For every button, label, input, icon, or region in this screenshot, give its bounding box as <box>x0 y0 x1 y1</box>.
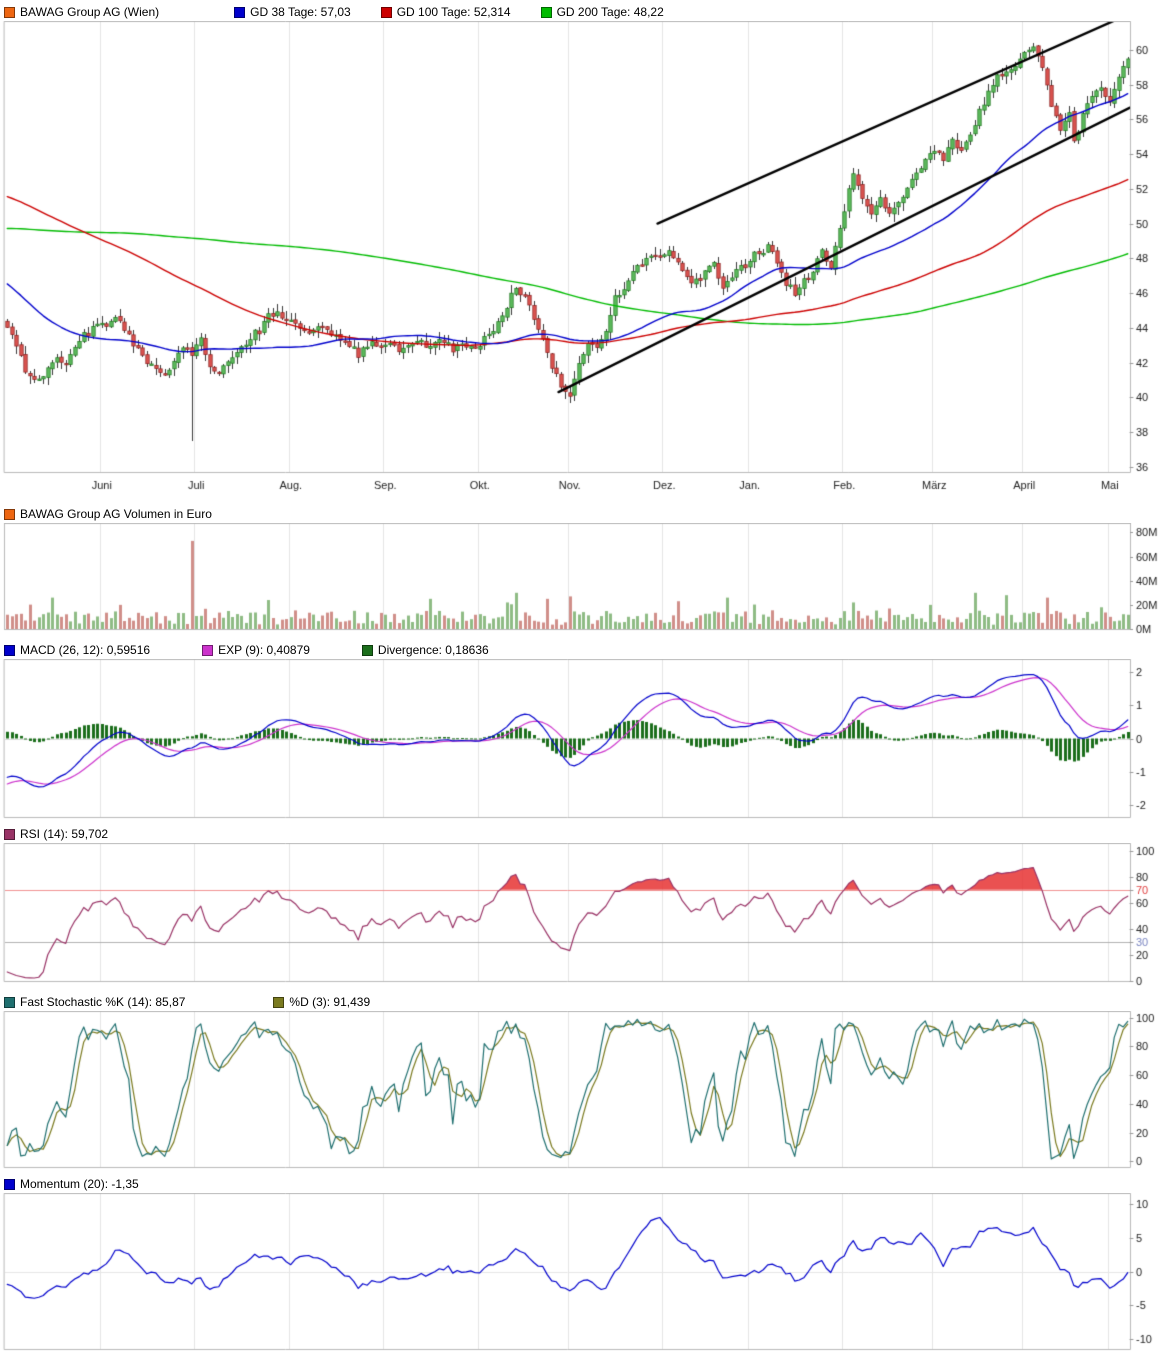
gd38-label: GD 38 Tage: 57,03 <box>250 5 351 19</box>
legend-item-rsi: RSI (14): 59,702 <box>4 826 108 843</box>
legend-item-exp: EXP (9): 0,40879 <box>202 642 310 659</box>
rsi-chart-canvas <box>0 843 1175 987</box>
momentum-label: Momentum (20): -1,35 <box>20 1177 139 1191</box>
momentum-panel: Momentum (20): -1,35 <box>0 1176 1175 1351</box>
gd200-color-swatch <box>540 7 552 18</box>
gd100-label: GD 100 Tage: 52,314 <box>396 5 511 19</box>
stochastic-legend: Fast Stochastic %K (14): 85,87 %D (3): 9… <box>0 994 1175 1011</box>
volume-label: BAWAG Group AG Volumen in Euro <box>20 507 212 521</box>
exp-color-swatch <box>202 645 214 656</box>
gd38-color-swatch <box>234 7 246 18</box>
macd-label: MACD (26, 12): 0,59516 <box>20 643 151 657</box>
legend-item-stoch-k: Fast Stochastic %K (14): 85,87 <box>4 994 185 1011</box>
legend-item-momentum: Momentum (20): -1,35 <box>4 1176 139 1193</box>
volume-legend: BAWAG Group AG Volumen in Euro <box>0 506 1175 523</box>
divergence-label: Divergence: 0,18636 <box>377 643 489 657</box>
macd-panel: MACD (26, 12): 0,59516 EXP (9): 0,40879 … <box>0 642 1175 819</box>
gd100-color-swatch <box>380 7 392 18</box>
macd-chart-canvas <box>0 659 1175 819</box>
divergence-color-swatch <box>361 645 373 656</box>
price-panel: BAWAG Group AG (Wien) GD 38 Tage: 57,03 … <box>0 4 1175 499</box>
rsi-legend: RSI (14): 59,702 <box>0 826 1175 843</box>
legend-item-stoch-d: %D (3): 91,439 <box>273 994 370 1011</box>
rsi-panel: RSI (14): 59,702 <box>0 826 1175 987</box>
price-chart-canvas <box>0 21 1175 499</box>
gd200-label: GD 200 Tage: 48,22 <box>556 5 664 19</box>
legend-item-gd100: GD 100 Tage: 52,314 <box>380 4 511 21</box>
instrument-label: BAWAG Group AG (Wien) <box>20 5 160 19</box>
stoch-k-color-swatch <box>4 997 15 1008</box>
legend-item-divergence: Divergence: 0,18636 <box>361 642 489 659</box>
macd-legend: MACD (26, 12): 0,59516 EXP (9): 0,40879 … <box>0 642 1175 659</box>
volume-color-swatch <box>4 509 15 520</box>
stoch-k-label: Fast Stochastic %K (14): 85,87 <box>20 995 186 1009</box>
stoch-d-label: %D (3): 91,439 <box>289 995 371 1009</box>
stochastic-panel: Fast Stochastic %K (14): 85,87 %D (3): 9… <box>0 994 1175 1169</box>
legend-item-volume: BAWAG Group AG Volumen in Euro <box>4 506 212 523</box>
legend-item-gd200: GD 200 Tage: 48,22 <box>540 4 664 21</box>
stochastic-chart-canvas <box>0 1011 1175 1169</box>
momentum-chart-canvas <box>0 1193 1175 1351</box>
price-legend: BAWAG Group AG (Wien) GD 38 Tage: 57,03 … <box>0 4 1175 21</box>
instrument-color-swatch <box>4 7 15 18</box>
momentum-color-swatch <box>4 1179 15 1190</box>
legend-item-instrument: BAWAG Group AG (Wien) <box>4 4 159 21</box>
momentum-legend: Momentum (20): -1,35 <box>0 1176 1175 1193</box>
rsi-label: RSI (14): 59,702 <box>20 827 109 841</box>
stoch-d-color-swatch <box>273 997 285 1008</box>
exp-label: EXP (9): 0,40879 <box>218 643 310 657</box>
volume-chart-canvas <box>0 523 1175 635</box>
rsi-color-swatch <box>4 829 15 840</box>
legend-item-macd: MACD (26, 12): 0,59516 <box>4 642 150 659</box>
macd-color-swatch <box>4 645 15 656</box>
volume-panel: BAWAG Group AG Volumen in Euro <box>0 506 1175 635</box>
legend-item-gd38: GD 38 Tage: 57,03 <box>234 4 351 21</box>
